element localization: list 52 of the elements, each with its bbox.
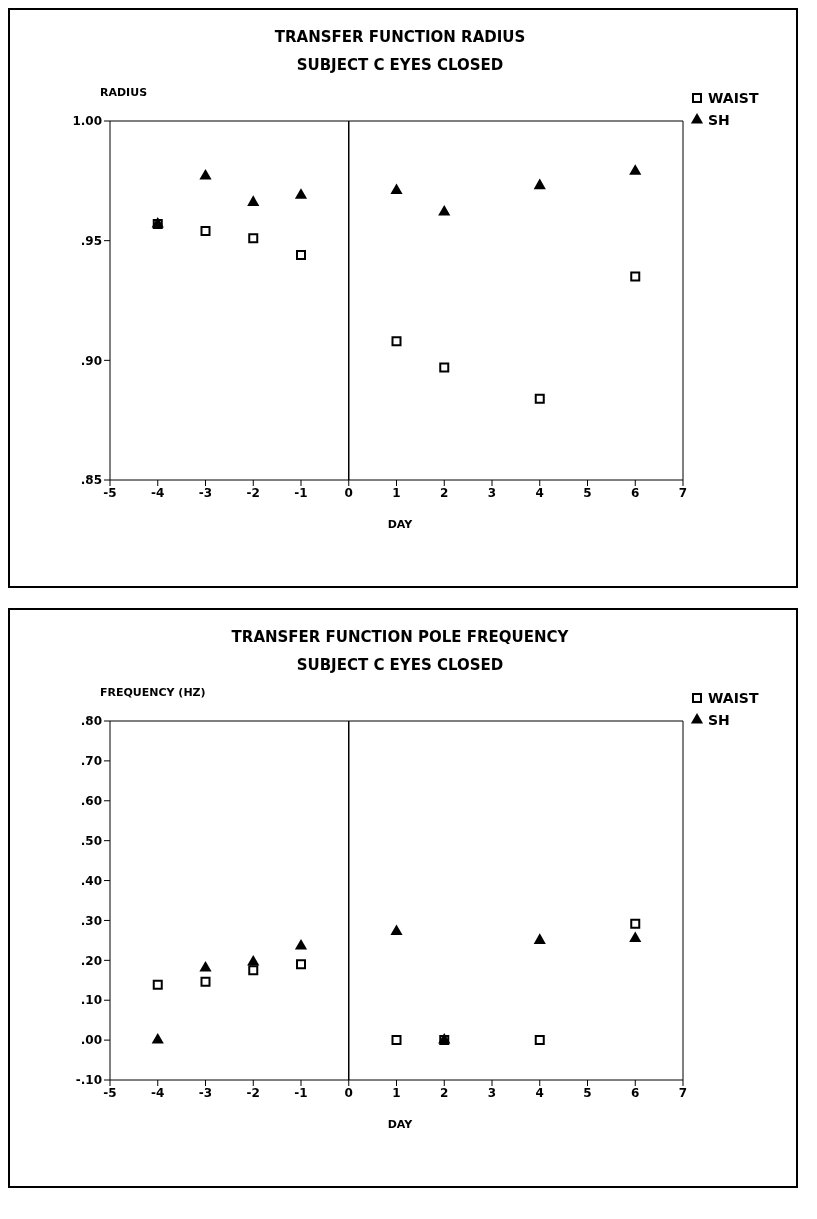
y-axis-title: FREQUENCY (HZ) xyxy=(100,686,206,699)
y-tick-label: .60 xyxy=(80,794,102,809)
y-tick-label: .20 xyxy=(80,953,102,968)
x-tick-label: -4 xyxy=(151,1085,165,1100)
x-tick-label: 4 xyxy=(535,1085,544,1100)
x-tick-label: 5 xyxy=(583,1085,592,1100)
y-tick-label: .40 xyxy=(80,873,102,888)
x-tick-label: 6 xyxy=(631,485,640,500)
y-tick-label: .85 xyxy=(80,473,102,488)
y-axis-title: RADIUS xyxy=(100,86,148,99)
y-tick-label: .30 xyxy=(80,913,102,928)
chart-title: TRANSFER FUNCTION RADIUS xyxy=(273,28,527,46)
legend-label: WAIST xyxy=(708,90,759,106)
x-tick-label: -2 xyxy=(246,1085,260,1100)
x-tick-label: 1 xyxy=(392,485,401,500)
y-tick-label: .80 xyxy=(80,714,102,729)
x-tick-label: 4 xyxy=(535,485,544,500)
x-tick-label: -5 xyxy=(103,485,117,500)
x-tick-label: -1 xyxy=(294,485,308,500)
x-tick-label: 3 xyxy=(487,485,497,500)
x-tick-label: -4 xyxy=(151,485,165,500)
x-tick-label: 0 xyxy=(344,1085,353,1100)
chart-subtitle: SUBJECT C EYES CLOSED xyxy=(295,56,505,74)
y-tick-label: 1.00 xyxy=(72,114,102,129)
x-tick-label: -3 xyxy=(198,485,213,500)
x-tick-label: 2 xyxy=(440,485,449,500)
y-tick-label: .00 xyxy=(80,1033,102,1048)
x-tick-label: 2 xyxy=(440,1085,449,1100)
x-tick-label: 1 xyxy=(392,1085,401,1100)
x-tick-label: 3 xyxy=(487,1085,497,1100)
x-tick-label: -5 xyxy=(103,1085,117,1100)
y-tick-label: .90 xyxy=(80,353,102,368)
y-tick-label: .70 xyxy=(80,754,102,769)
y-tick-label: .10 xyxy=(80,993,102,1008)
chart-subtitle: SUBJECT C EYES CLOSED xyxy=(295,656,505,674)
x-axis-title: DAY xyxy=(386,518,414,531)
x-tick-label: -2 xyxy=(246,485,260,500)
x-tick-label: -1 xyxy=(294,1085,308,1100)
chart-title: TRANSFER FUNCTION POLE FREQUENCY xyxy=(230,628,570,646)
y-tick-label: .50 xyxy=(80,833,102,848)
x-tick-label: 7 xyxy=(678,485,688,500)
x-tick-label: -3 xyxy=(198,1085,213,1100)
legend-label: SH xyxy=(708,112,730,128)
y-tick-label: -.10 xyxy=(75,1073,102,1088)
x-tick-label: 0 xyxy=(344,485,353,500)
legend-label: WAIST xyxy=(708,690,759,706)
legend-label: SH xyxy=(708,712,730,728)
x-tick-label: 7 xyxy=(678,1085,688,1100)
y-tick-label: .95 xyxy=(80,233,102,248)
x-tick-label: 5 xyxy=(583,485,592,500)
x-tick-label: 6 xyxy=(631,1085,640,1100)
x-axis-title: DAY xyxy=(386,1118,414,1131)
